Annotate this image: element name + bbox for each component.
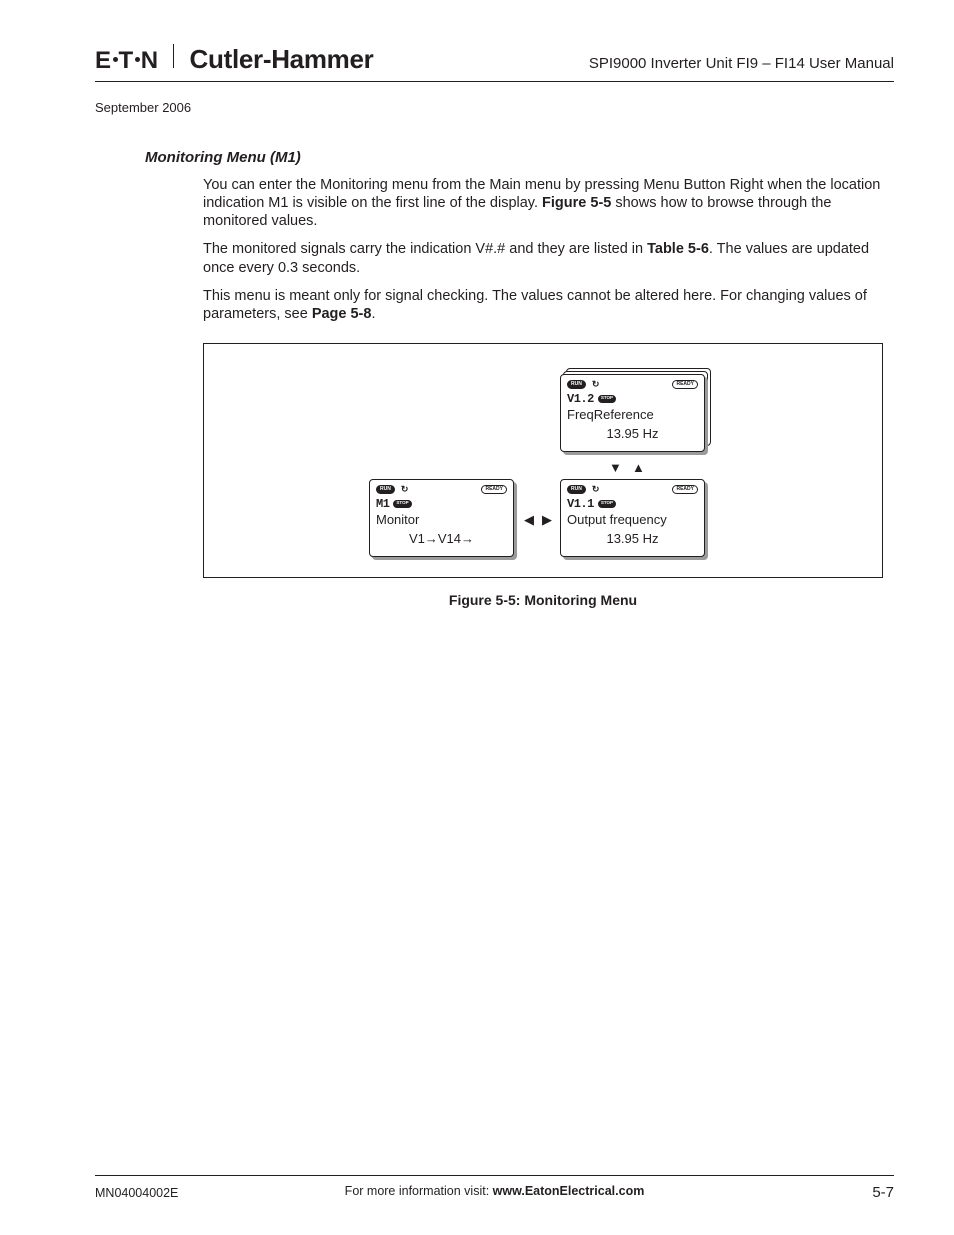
run-badge: RUN	[376, 485, 395, 494]
ready-badge: READY	[672, 380, 698, 389]
p3-text-a: This menu is meant only for signal check…	[203, 288, 867, 322]
location-row: M1 STOP	[370, 497, 513, 511]
p2-text-a: The monitored signals carry the indicati…	[203, 241, 647, 257]
page-ref: Page 5-8	[312, 306, 372, 322]
subbrand-text: Cutler-Hammer	[190, 44, 374, 75]
rotation-icon: ↻	[592, 379, 600, 390]
stop-badge: STOP	[598, 395, 616, 403]
panel-title: Monitor	[370, 511, 513, 527]
panel-range: V1→V14→	[370, 527, 513, 546]
header-divider	[173, 44, 174, 68]
paragraph-3: This menu is meant only for signal check…	[203, 287, 883, 323]
figure-ref: Figure 5-5	[542, 195, 611, 211]
panel-value: 13.95 Hz	[561, 527, 704, 546]
arrow-up-icon: ▲	[632, 460, 645, 475]
location-code: M1	[376, 497, 389, 511]
page-number: 5-7	[872, 1184, 894, 1201]
location-row: V1.2 STOP	[561, 392, 704, 406]
panel-title: FreqReference	[561, 406, 704, 422]
stop-badge: STOP	[393, 500, 411, 508]
status-row: RUN ↻ READY	[370, 480, 513, 497]
status-row: RUN ↻ READY	[561, 375, 704, 392]
footer-info-prefix: For more information visit:	[345, 1184, 493, 1198]
section-heading: Monitoring Menu (M1)	[145, 149, 894, 166]
panel-title: Output frequency	[561, 511, 704, 527]
footer-url: www.EatonElectrical.com	[493, 1184, 645, 1198]
figure-5-5: RUN ↻ READY M1 STOP Monitor V1→V14→ ◀ ▶ …	[203, 343, 883, 578]
footer-info: For more information visit: www.EatonEle…	[345, 1184, 645, 1198]
p3-text-c: .	[371, 306, 375, 322]
arrow-right-icon: ▶	[542, 512, 552, 528]
ready-badge: READY	[672, 485, 698, 494]
page-footer: MN04004002E For more information visit: …	[95, 1175, 894, 1201]
location-row: V1.1 STOP	[561, 497, 704, 511]
document-id: MN04004002E	[95, 1186, 178, 1200]
paragraph-2: The monitored signals carry the indicati…	[203, 240, 883, 276]
rotation-icon: ↻	[592, 484, 600, 495]
ready-badge: READY	[481, 485, 507, 494]
rotation-icon: ↻	[401, 484, 409, 495]
lcd-panel-freqref: RUN ↻ READY V1.2 STOP FreqReference 13.9…	[560, 374, 705, 452]
arrow-left-icon: ◀	[524, 512, 534, 528]
location-code: V1.2	[567, 392, 594, 406]
arrow-down-icon: ▼	[609, 460, 622, 475]
status-row: RUN ↻ READY	[561, 480, 704, 497]
lcd-panel-monitor: RUN ↻ READY M1 STOP Monitor V1→V14→	[369, 479, 514, 557]
manual-title: SPI9000 Inverter Unit FI9 – FI14 User Ma…	[589, 55, 894, 72]
figure-caption: Figure 5-5: Monitoring Menu	[203, 592, 883, 608]
run-badge: RUN	[567, 485, 586, 494]
paragraph-1: You can enter the Monitoring menu from t…	[203, 176, 883, 230]
panel-value: 13.95 Hz	[561, 422, 704, 441]
table-ref: Table 5-6	[647, 241, 709, 257]
document-date: September 2006	[95, 100, 894, 115]
page-header: ETN Cutler-Hammer SPI9000 Inverter Unit …	[95, 44, 894, 82]
location-code: V1.1	[567, 497, 594, 511]
run-badge: RUN	[567, 380, 586, 389]
stop-badge: STOP	[598, 500, 616, 508]
lcd-panel-outputfreq: RUN ↻ READY V1.1 STOP Output frequency 1…	[560, 479, 705, 557]
eaton-logo: ETN	[95, 47, 159, 75]
